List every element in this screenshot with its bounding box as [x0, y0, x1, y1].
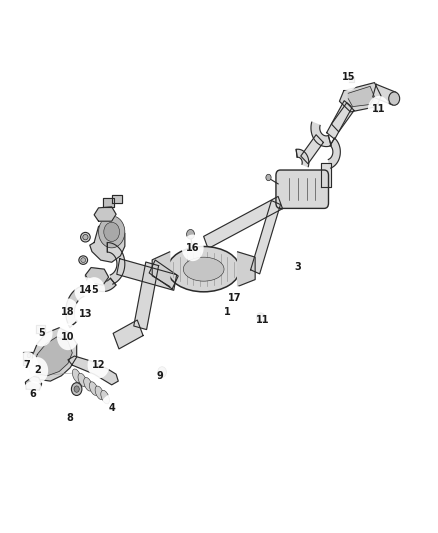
Ellipse shape: [101, 390, 110, 404]
Polygon shape: [85, 273, 116, 292]
Polygon shape: [349, 77, 354, 82]
Polygon shape: [36, 325, 45, 333]
Text: 14: 14: [79, 286, 92, 295]
Polygon shape: [327, 101, 352, 139]
Text: 16: 16: [186, 243, 199, 253]
Ellipse shape: [258, 313, 265, 321]
Ellipse shape: [95, 386, 104, 400]
Circle shape: [217, 298, 239, 325]
Ellipse shape: [81, 257, 86, 263]
Polygon shape: [296, 149, 309, 167]
Text: 11: 11: [256, 315, 269, 325]
Circle shape: [99, 216, 125, 248]
Circle shape: [374, 104, 381, 112]
Ellipse shape: [184, 257, 224, 281]
Text: 10: 10: [61, 332, 74, 342]
Circle shape: [187, 229, 194, 239]
Polygon shape: [68, 356, 118, 385]
Text: 8: 8: [67, 414, 74, 423]
Polygon shape: [149, 260, 178, 289]
Polygon shape: [251, 200, 280, 274]
Ellipse shape: [83, 235, 88, 240]
Ellipse shape: [84, 377, 92, 391]
Ellipse shape: [79, 256, 88, 264]
Polygon shape: [66, 285, 88, 327]
Polygon shape: [117, 259, 177, 290]
Text: 6: 6: [29, 390, 36, 399]
Polygon shape: [107, 243, 125, 284]
Polygon shape: [332, 103, 354, 132]
Polygon shape: [348, 86, 374, 107]
Circle shape: [182, 235, 204, 261]
Circle shape: [57, 298, 79, 325]
Circle shape: [27, 353, 31, 358]
Ellipse shape: [168, 247, 240, 292]
Circle shape: [71, 383, 82, 395]
Text: 5: 5: [38, 328, 45, 338]
Circle shape: [26, 357, 48, 384]
Circle shape: [287, 253, 309, 280]
Circle shape: [149, 362, 171, 389]
Polygon shape: [328, 138, 340, 168]
Polygon shape: [339, 83, 381, 112]
Text: 12: 12: [92, 360, 105, 370]
Polygon shape: [112, 195, 122, 203]
Circle shape: [88, 352, 110, 378]
Circle shape: [337, 64, 359, 91]
Circle shape: [22, 381, 44, 408]
Text: 11: 11: [372, 104, 385, 114]
Polygon shape: [373, 84, 396, 105]
Polygon shape: [152, 252, 170, 287]
Ellipse shape: [257, 313, 265, 321]
Polygon shape: [321, 163, 331, 187]
Circle shape: [101, 394, 123, 421]
Polygon shape: [113, 320, 143, 349]
Polygon shape: [25, 376, 42, 390]
Circle shape: [104, 222, 120, 241]
Text: 9: 9: [156, 371, 163, 381]
Circle shape: [266, 174, 271, 181]
Polygon shape: [301, 135, 323, 164]
Circle shape: [74, 277, 96, 304]
Text: 18: 18: [61, 307, 75, 317]
Text: 4: 4: [108, 403, 115, 413]
Polygon shape: [204, 197, 283, 248]
Circle shape: [59, 405, 81, 432]
Circle shape: [83, 277, 105, 304]
FancyBboxPatch shape: [276, 170, 328, 208]
Circle shape: [16, 352, 38, 378]
Text: 17: 17: [228, 294, 241, 303]
Polygon shape: [237, 252, 255, 287]
Polygon shape: [311, 122, 331, 147]
Circle shape: [158, 367, 166, 377]
Circle shape: [31, 320, 53, 346]
Circle shape: [74, 301, 96, 328]
Polygon shape: [103, 198, 114, 207]
Polygon shape: [94, 207, 116, 221]
Polygon shape: [134, 262, 159, 329]
Polygon shape: [90, 221, 125, 262]
Text: 13: 13: [79, 310, 92, 319]
Circle shape: [24, 359, 27, 364]
Circle shape: [368, 96, 390, 123]
Text: 15: 15: [342, 72, 355, 82]
Ellipse shape: [81, 232, 90, 242]
Ellipse shape: [89, 382, 98, 395]
Text: 3: 3: [294, 262, 301, 271]
Polygon shape: [34, 337, 72, 376]
Polygon shape: [23, 352, 32, 365]
Ellipse shape: [389, 92, 399, 106]
Polygon shape: [28, 328, 77, 381]
Ellipse shape: [72, 369, 81, 383]
Text: 2: 2: [34, 366, 41, 375]
Text: 7: 7: [24, 360, 31, 370]
Ellipse shape: [78, 373, 87, 387]
Circle shape: [252, 306, 274, 333]
Text: 5: 5: [91, 286, 98, 295]
Circle shape: [74, 386, 79, 392]
Polygon shape: [85, 268, 109, 285]
Circle shape: [57, 324, 79, 350]
Circle shape: [223, 285, 245, 312]
Text: 1: 1: [224, 307, 231, 317]
